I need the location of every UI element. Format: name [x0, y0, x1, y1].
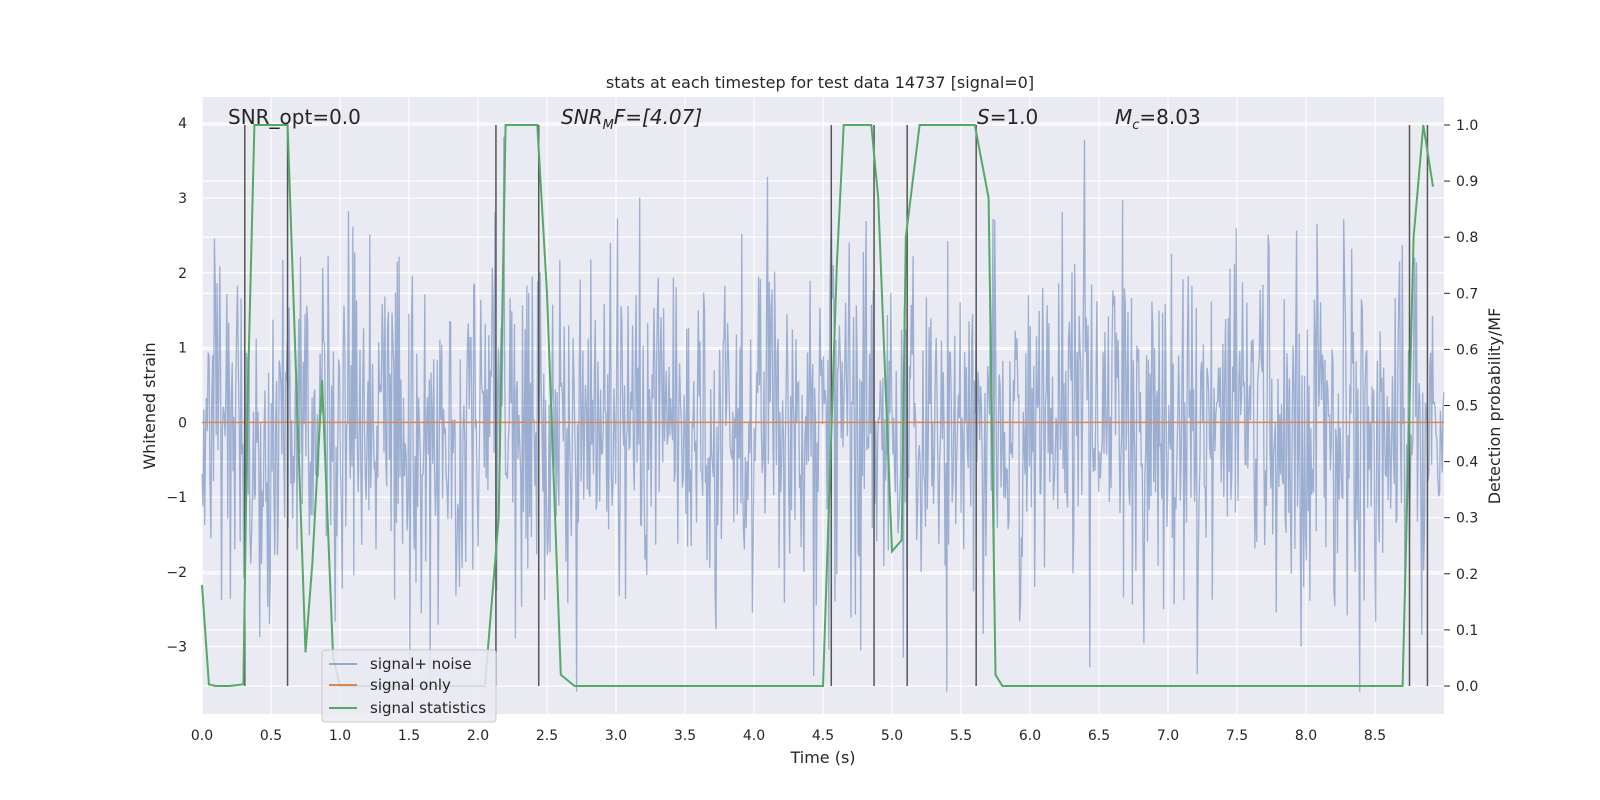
x-tick-label-13: 6.5 — [1088, 728, 1110, 744]
y-axis-left-ticks: −3 −2 −1 0 1 2 3 4 — [166, 116, 187, 656]
y-left-tick-label-6: 3 — [178, 191, 187, 207]
legend-label-signal-only: signal only — [370, 676, 451, 694]
legend-label-signal-noise: signal+ noise — [370, 655, 472, 673]
y-right-tick-label-10: 1.0 — [1456, 118, 1478, 134]
y-right-tick-label-8: 0.8 — [1456, 230, 1478, 246]
legend-box — [321, 649, 497, 723]
x-tick-label-17: 8.5 — [1364, 728, 1386, 744]
annotation-s-symbol: S — [977, 105, 990, 129]
x-tick-label-8: 4.0 — [743, 728, 765, 744]
y-axis-left-label: Whitened strain — [140, 342, 159, 469]
x-tick-label-15: 7.5 — [1226, 728, 1248, 744]
y-left-tick-label-3: 0 — [178, 415, 187, 431]
x-axis-label: Time (s) — [789, 748, 855, 767]
chart-title: stats at each timestep for test data 147… — [606, 73, 1034, 92]
y-right-tick-label-2: 0.2 — [1456, 567, 1478, 583]
annotation-mc-tail: =8.03 — [1139, 105, 1200, 129]
y-left-tick-label-0: −3 — [166, 640, 187, 656]
x-tick-label-14: 7.0 — [1157, 728, 1179, 744]
x-tick-label-5: 2.5 — [536, 728, 558, 744]
legend: signal+ noise signal only signal statist… — [321, 649, 497, 723]
y-right-tick-label-5: 0.5 — [1456, 399, 1478, 415]
x-tick-label-10: 5.0 — [881, 728, 903, 744]
annotation-s: S=1.0 — [977, 105, 1038, 129]
noise-line — [201, 136, 1445, 692]
x-tick-label-12: 6.0 — [1019, 728, 1041, 744]
x-tick-label-16: 8.0 — [1295, 728, 1317, 744]
signal-statistics-line — [201, 124, 1434, 687]
x-tick-label-2: 1.0 — [329, 728, 351, 744]
y-right-tick-label-4: 0.4 — [1456, 455, 1478, 471]
legend-label-signal-statistics: signal statistics — [370, 699, 486, 717]
annotation-snr-mf-tail: F=[4.07] — [614, 105, 702, 129]
y-right-tick-label-0: 0.0 — [1456, 679, 1478, 695]
y-left-tick-label-5: 2 — [178, 266, 187, 282]
x-tick-label-11: 5.5 — [950, 728, 972, 744]
y-left-tick-label-4: 1 — [178, 341, 187, 357]
y-left-tick-label-2: −1 — [166, 490, 187, 506]
annotation-snr-mf-symbol: SNR — [561, 105, 603, 129]
x-axis-ticks: 0.0 0.5 1.0 1.5 2.0 2.5 3.0 3.5 4.0 4.5 5.0 5.5 6.0 6… — [191, 728, 1386, 744]
y-axis-right-ticks: 0.0 0.1 0.2 0.3 0.4 0.5 0.6 0.7 0.8 0.9 1.0 — [1444, 118, 1478, 695]
annotation-snr-opt: SNR_opt=0.0 — [228, 105, 361, 129]
y-left-tick-label-7: 4 — [178, 116, 187, 132]
annotation-s-tail: =1.0 — [990, 105, 1039, 129]
x-tick-label-4: 2.0 — [467, 728, 489, 744]
annotation-mc-subscript: c — [1132, 118, 1139, 133]
y-left-tick-label-1: −2 — [166, 565, 187, 581]
y-right-tick-label-7: 0.7 — [1456, 286, 1478, 302]
x-tick-label-1: 0.5 — [260, 728, 282, 744]
x-tick-label-3: 1.5 — [398, 728, 420, 744]
series-signal-statistics — [201, 124, 1434, 687]
y-axis-right-label: Detection probability/MF — [1485, 308, 1504, 505]
annotation-mc: Mc=8.03 — [1115, 105, 1201, 133]
y-right-tick-label-9: 0.9 — [1456, 174, 1478, 190]
series-signal-noise — [201, 136, 1445, 692]
y-right-tick-label-6: 0.6 — [1456, 342, 1478, 358]
y-right-tick-label-3: 0.3 — [1456, 511, 1478, 527]
annotation-mc-symbol: M — [1115, 105, 1132, 129]
x-tick-label-6: 3.0 — [605, 728, 627, 744]
annotation-snr-mf: SNRMF=[4.07] — [561, 105, 702, 133]
annotation-snr-mf-subscript: M — [603, 118, 614, 133]
x-tick-label-9: 4.5 — [812, 728, 834, 744]
y-right-tick-label-1: 0.1 — [1456, 623, 1478, 639]
x-tick-label-0: 0.0 — [191, 728, 213, 744]
x-tick-label-7: 3.5 — [674, 728, 696, 744]
